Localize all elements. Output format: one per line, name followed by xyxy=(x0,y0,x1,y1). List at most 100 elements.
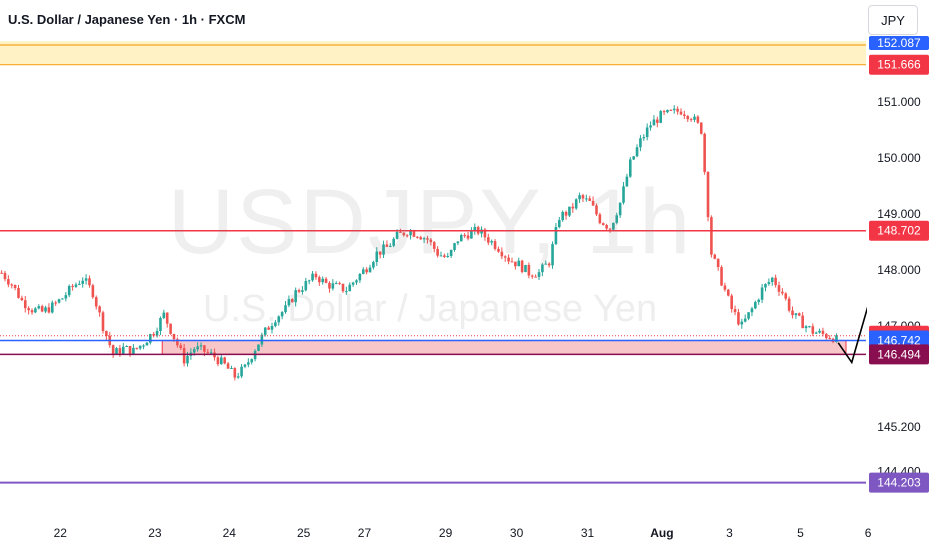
candle-body xyxy=(94,297,98,307)
candle xyxy=(165,312,169,328)
candle-body xyxy=(274,322,277,327)
candle-body xyxy=(297,290,301,292)
candle-body xyxy=(598,214,602,224)
candle-body xyxy=(338,283,341,285)
candle-body xyxy=(568,206,571,216)
currency-button[interactable]: JPY xyxy=(868,5,918,35)
candle-body xyxy=(159,317,162,331)
candle-body xyxy=(524,264,527,273)
candle-body xyxy=(318,277,321,283)
candle xyxy=(618,202,622,218)
candle xyxy=(155,327,159,338)
candle-body xyxy=(7,279,10,285)
candle-body xyxy=(551,244,554,266)
price-tag-label: 148.702 xyxy=(877,224,921,238)
candle-body xyxy=(169,323,172,334)
candle-body xyxy=(47,307,51,313)
candle-body xyxy=(128,346,132,355)
candle-body xyxy=(699,122,703,134)
candle xyxy=(628,157,632,178)
candle xyxy=(791,306,794,319)
candle-body xyxy=(534,276,537,278)
candle-body xyxy=(760,287,764,300)
candle xyxy=(689,117,693,122)
candle xyxy=(152,331,155,338)
candle xyxy=(453,242,456,252)
price-tag-label: 144.203 xyxy=(877,476,921,490)
candle-body xyxy=(23,300,27,309)
price-tag: 144.203 xyxy=(869,472,929,493)
candle-body xyxy=(483,229,487,238)
x-tick-label: 22 xyxy=(54,526,68,540)
candle xyxy=(263,327,267,337)
y-tick-label: 151.000 xyxy=(877,95,921,109)
candle-body xyxy=(250,359,254,363)
candle-body xyxy=(40,306,44,312)
candle xyxy=(612,222,615,231)
candle xyxy=(534,274,537,278)
candle-body xyxy=(679,111,683,115)
candle xyxy=(233,367,237,381)
candle xyxy=(449,249,453,259)
candle xyxy=(767,278,771,286)
symbol-title: U.S. Dollar / Japanese Yen · 1h · FXCM xyxy=(8,12,246,27)
candle-body xyxy=(419,237,423,240)
candle-body xyxy=(797,313,801,316)
candle-body xyxy=(432,242,436,249)
candle xyxy=(645,123,649,141)
candle-body xyxy=(422,238,426,240)
candle xyxy=(470,227,473,239)
candle xyxy=(510,257,514,263)
candle-body xyxy=(307,280,311,282)
candle xyxy=(754,300,757,310)
candle xyxy=(818,328,821,334)
candle xyxy=(443,253,446,258)
candle xyxy=(78,280,81,286)
candle xyxy=(558,217,561,229)
candle xyxy=(328,281,331,293)
candle-body xyxy=(358,273,362,281)
candle xyxy=(605,223,608,231)
candle xyxy=(44,305,47,314)
candle xyxy=(304,277,308,292)
candle xyxy=(480,226,483,238)
candle-body xyxy=(409,231,412,236)
candle-body xyxy=(578,195,581,200)
candle-body xyxy=(341,283,345,292)
candle xyxy=(230,365,233,370)
candle-body xyxy=(581,195,585,199)
price-axis-bg xyxy=(867,0,932,518)
candle-body xyxy=(311,273,314,281)
candle xyxy=(94,295,98,310)
candle-body xyxy=(155,330,159,336)
candle-body xyxy=(558,220,561,228)
candle xyxy=(706,171,710,222)
candle xyxy=(128,345,132,357)
candle xyxy=(530,274,534,279)
candle xyxy=(825,332,828,340)
candle xyxy=(801,312,804,329)
candle xyxy=(439,251,443,257)
candle-body xyxy=(118,348,122,354)
candle-body xyxy=(727,289,730,296)
candle xyxy=(115,346,118,355)
candle xyxy=(716,258,720,271)
candle xyxy=(314,271,318,280)
candle xyxy=(459,233,463,242)
candle xyxy=(770,276,774,286)
candle xyxy=(632,156,635,161)
candle-body xyxy=(125,346,128,348)
candle xyxy=(699,122,703,135)
candle xyxy=(243,363,247,369)
candle-body xyxy=(199,345,203,347)
candle-body xyxy=(355,280,358,283)
candle xyxy=(74,282,78,289)
candle-body xyxy=(389,245,392,247)
candle-body xyxy=(770,277,774,283)
candle xyxy=(101,310,105,334)
candle-body xyxy=(628,159,632,177)
candle xyxy=(240,364,243,379)
candle-body xyxy=(808,326,811,328)
